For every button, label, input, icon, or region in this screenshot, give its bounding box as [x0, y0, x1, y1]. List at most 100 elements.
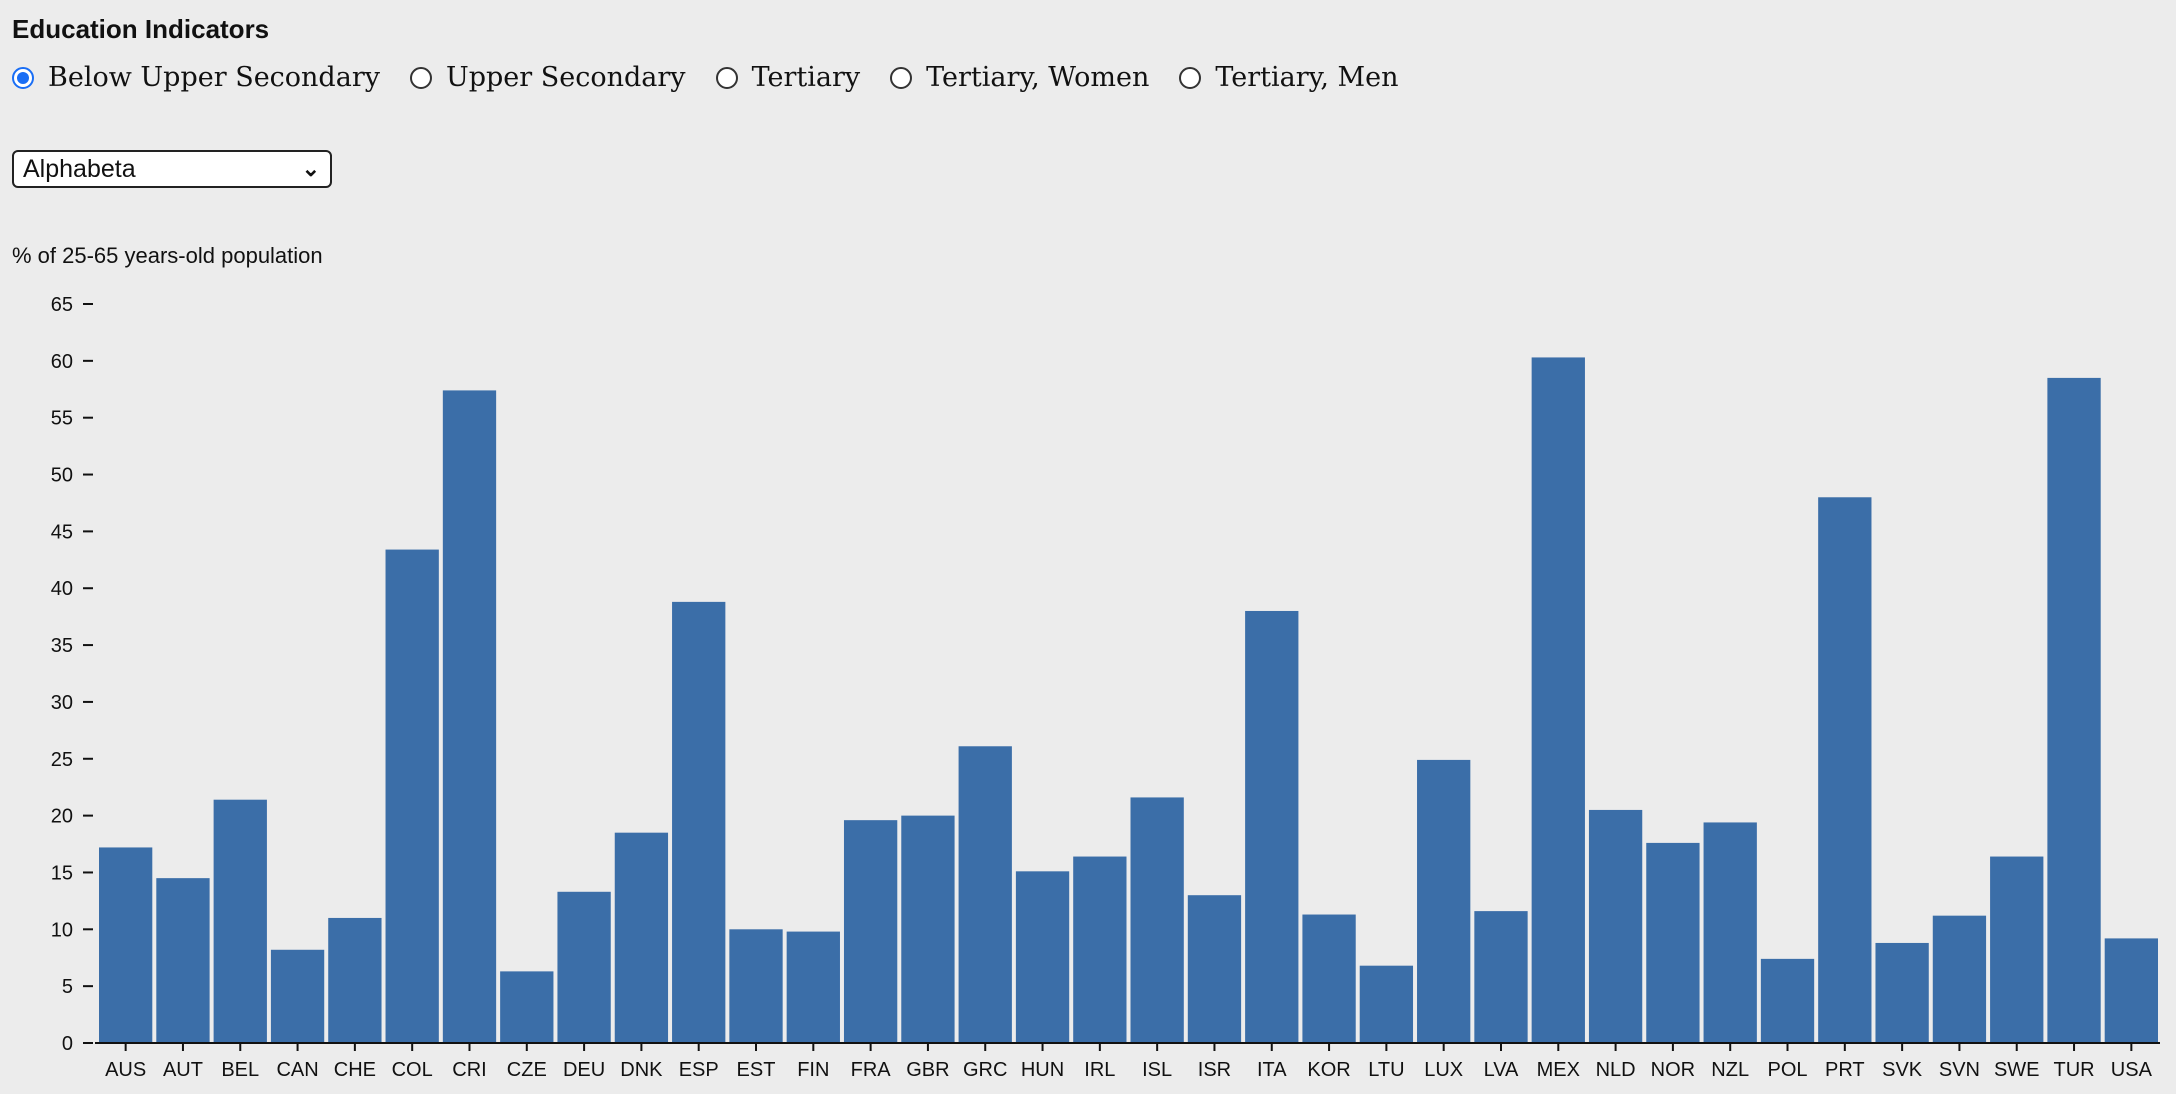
x-tick-label: NOR — [1651, 1059, 1695, 1081]
radio-button[interactable] — [409, 66, 432, 89]
bar-tur — [2047, 377, 2101, 1043]
sort-select[interactable]: Alphabeta ⌄ — [12, 150, 332, 188]
radio-label: Tertiary, Men — [1215, 62, 1399, 93]
radio-button[interactable] — [715, 66, 738, 89]
x-tick-label: DEU — [563, 1059, 605, 1081]
x-tick-label: SVN — [1939, 1059, 1980, 1081]
x-tick-label: ISL — [1142, 1059, 1172, 1081]
bar-pol — [1760, 958, 1815, 1043]
bar-lux — [1417, 759, 1471, 1043]
radio-label: Tertiary, Women — [926, 62, 1150, 93]
bar-can — [270, 949, 325, 1043]
y-tick-label: 40 — [51, 578, 73, 600]
x-tick-label: KOR — [1307, 1059, 1350, 1081]
bar-svk — [1875, 942, 1929, 1043]
y-tick-label: 20 — [51, 806, 73, 828]
x-tick-label: CRI — [452, 1059, 486, 1081]
radio-label: Below Upper Secondary — [48, 62, 380, 93]
y-tick-label: 25 — [51, 749, 73, 771]
y-tick-label: 50 — [51, 465, 73, 487]
y-tick-label: 15 — [51, 862, 73, 884]
x-tick-label: AUS — [105, 1059, 146, 1081]
y-tick-label: 45 — [51, 521, 73, 543]
bar-aus — [99, 847, 153, 1043]
y-tick-label: 5 — [62, 976, 73, 998]
x-tick-label: ISR — [1198, 1059, 1231, 1081]
bar-nld — [1588, 809, 1643, 1043]
y-tick-label: 10 — [51, 919, 73, 941]
x-tick-label: GRC — [963, 1059, 1007, 1081]
x-tick-label: FIN — [797, 1059, 829, 1081]
x-tick-label: NLD — [1596, 1059, 1636, 1081]
bar-col — [385, 549, 439, 1043]
bar-bel — [213, 799, 267, 1043]
bar-nzl — [1703, 822, 1757, 1043]
x-tick-label: POL — [1767, 1059, 1807, 1081]
x-tick-label: PRT — [1825, 1059, 1865, 1081]
y-tick-label: 55 — [51, 408, 73, 430]
bar-ltu — [1359, 965, 1414, 1043]
x-tick-label: MEX — [1537, 1059, 1580, 1081]
x-tick-label: GBR — [906, 1059, 949, 1081]
bar-lva — [1474, 911, 1528, 1043]
radio-label: Upper Secondary — [445, 62, 686, 93]
bar-fra — [843, 820, 898, 1043]
bar-dnk — [614, 832, 669, 1043]
chevron-down-icon: ⌄ — [301, 156, 320, 181]
x-tick-label: CAN — [276, 1059, 318, 1081]
radio-tertiary-men[interactable]: Tertiary, Men — [1179, 62, 1399, 93]
bar-ita — [1245, 610, 1299, 1043]
indicator-radio-group: Below Upper Secondary Upper Secondary Te… — [12, 62, 1429, 93]
bar-cri — [442, 390, 497, 1044]
radio-button[interactable] — [890, 66, 913, 89]
x-tick-label: EST — [737, 1059, 776, 1081]
y-tick-label: 65 — [51, 294, 73, 316]
x-tick-label: CZE — [507, 1059, 547, 1081]
x-tick-label: ITA — [1257, 1059, 1287, 1081]
x-tick-label: USA — [2111, 1059, 2153, 1081]
radio-upper-secondary[interactable]: Upper Secondary — [409, 62, 686, 93]
bar-grc — [958, 746, 1012, 1043]
y-axis-label: % of 25-65 years-old population — [12, 243, 323, 268]
sort-select-value: Alphabeta — [23, 154, 136, 183]
x-tick-label: LVA — [1484, 1059, 1519, 1081]
x-tick-label: LTU — [1368, 1059, 1404, 1081]
bar-isl — [1130, 797, 1184, 1043]
bar-svn — [1932, 915, 1987, 1043]
bar-nor — [1646, 842, 1700, 1043]
radio-tertiary[interactable]: Tertiary — [715, 62, 861, 93]
x-tick-label: CHE — [334, 1059, 376, 1081]
bar-kor — [1302, 914, 1356, 1043]
x-tick-label: HUN — [1021, 1059, 1064, 1081]
bar-deu — [557, 891, 611, 1043]
x-tick-label: TUR — [2053, 1059, 2094, 1081]
x-tick-label: DNK — [620, 1059, 663, 1081]
bar-isr — [1187, 895, 1242, 1043]
page-title: Education Indicators — [12, 14, 270, 44]
bar-irl — [1073, 856, 1127, 1043]
x-tick-label: BEL — [221, 1059, 259, 1081]
bar-est — [729, 929, 783, 1043]
bar-cze — [500, 971, 554, 1043]
x-tick-label: ESP — [679, 1059, 719, 1081]
bar-gbr — [901, 815, 955, 1043]
x-tick-label: SVK — [1882, 1059, 1923, 1081]
x-tick-label: LUX — [1424, 1059, 1463, 1081]
radio-tertiary-women[interactable]: Tertiary, Women — [890, 62, 1149, 93]
x-tick-label: COL — [392, 1059, 433, 1081]
y-tick-label: 30 — [51, 692, 73, 714]
radio-below-upper-secondary[interactable]: Below Upper Secondary — [12, 62, 380, 93]
radio-button[interactable] — [12, 66, 34, 89]
bar-hun — [1015, 871, 1070, 1043]
x-tick-label: FRA — [851, 1059, 892, 1081]
radio-label: Tertiary — [751, 62, 861, 93]
bar-swe — [1990, 856, 2044, 1043]
x-tick-label: AUT — [163, 1059, 203, 1081]
bar-usa — [2104, 938, 2158, 1043]
bar-mex — [1531, 357, 1585, 1043]
y-tick-label: 0 — [62, 1033, 73, 1055]
y-tick-label: 60 — [51, 351, 73, 373]
radio-button[interactable] — [1179, 66, 1202, 89]
x-tick-label: NZL — [1711, 1059, 1749, 1081]
